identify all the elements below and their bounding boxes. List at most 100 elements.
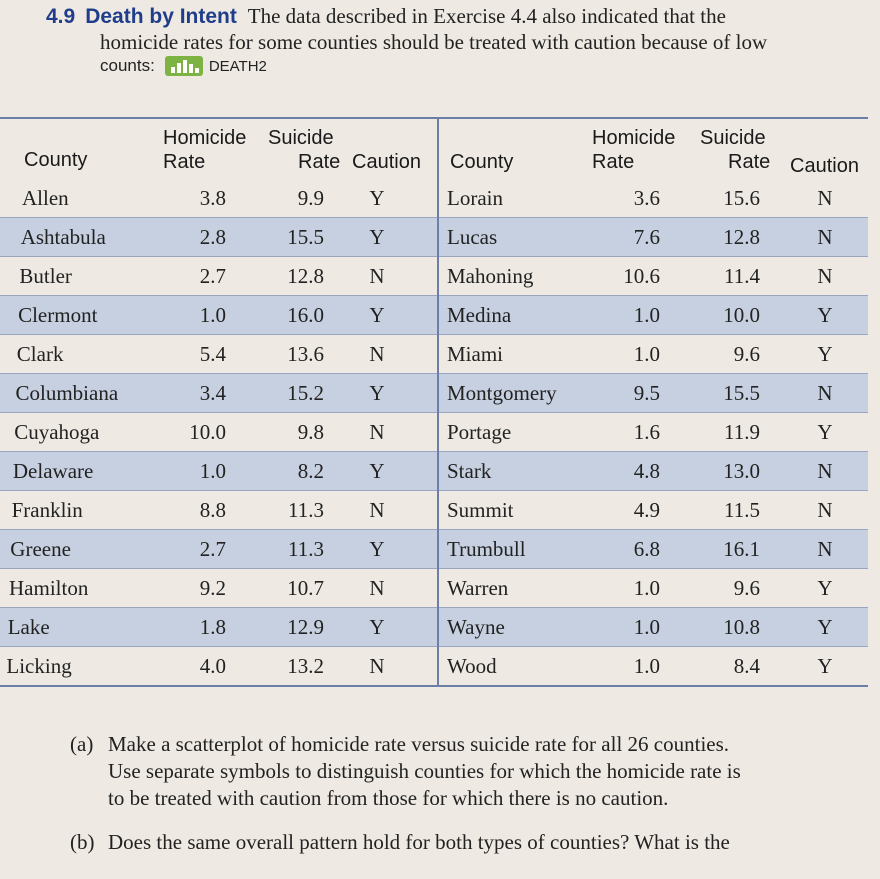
homicide-rate: 1.8 — [199, 615, 226, 639]
caution-flag: Y — [817, 420, 833, 444]
suicide-rate: 9.9 — [297, 186, 324, 210]
caution-flag: N — [817, 498, 833, 522]
table-row — [0, 530, 868, 569]
county-name: Trumbull — [447, 537, 526, 561]
suicide-rate: 9.8 — [297, 420, 324, 444]
header-homicide-top-right: Homicide — [592, 127, 676, 149]
homicide-rate: 2.8 — [199, 225, 226, 249]
table-bottom-rule — [0, 685, 868, 687]
homicide-rate: 3.4 — [199, 381, 226, 405]
table-row — [0, 374, 868, 413]
caution-flag: N — [817, 381, 833, 405]
header-caution-left: Caution — [352, 151, 421, 173]
question-a-line2: Use separate symbols to distinguish coun… — [108, 759, 741, 783]
homicide-rate: 1.0 — [199, 303, 226, 327]
homicide-rate: 7.6 — [633, 225, 660, 249]
caution-flag: N — [369, 420, 385, 444]
county-name: Portage — [447, 420, 512, 444]
problem-text-line2: homicide rates for some counties should … — [100, 30, 768, 54]
suicide-rate: 11.4 — [724, 264, 760, 288]
homicide-rate: 3.6 — [633, 186, 660, 210]
caution-flag: Y — [369, 615, 385, 639]
row-separator — [0, 373, 868, 374]
counts-label: counts: — [100, 56, 155, 75]
suicide-rate: 13.2 — [287, 654, 324, 678]
row-separator — [0, 295, 868, 296]
suicide-rate: 13.6 — [287, 342, 324, 366]
bar-chart-data-icon — [164, 56, 203, 76]
homicide-rate: 10.0 — [189, 420, 226, 444]
caution-flag: Y — [817, 303, 833, 327]
county-name: Wayne — [447, 615, 505, 639]
suicide-rate: 8.2 — [297, 459, 324, 483]
suicide-rate: 12.8 — [723, 225, 760, 249]
caution-flag: Y — [369, 225, 385, 249]
county-name: Lucas — [447, 225, 498, 249]
caution-flag: Y — [369, 381, 385, 405]
caution-flag: N — [817, 459, 833, 483]
header-county-left: County — [24, 149, 88, 171]
county-name: Wood — [447, 654, 497, 678]
suicide-rate: 11.9 — [724, 420, 760, 444]
suicide-rate: 15.5 — [723, 381, 760, 405]
header-suicide-top-right: Suicide — [700, 127, 766, 149]
header-county-right: County — [450, 151, 514, 173]
question-a-line3: to be treated with caution from those fo… — [108, 786, 669, 810]
problem-title: Death by Intent — [85, 5, 237, 28]
caution-flag: N — [369, 498, 385, 522]
homicide-rate: 1.0 — [633, 342, 660, 366]
question-b-line1: Does the same overall pattern hold for b… — [108, 830, 730, 854]
caution-flag: Y — [817, 576, 833, 600]
suicide-rate: 9.6 — [733, 342, 760, 366]
county-name: Clark — [16, 342, 64, 366]
header-homicide-bottom-left: Rate — [163, 151, 206, 173]
county-name: Summit — [447, 498, 514, 522]
suicide-rate: 13.0 — [723, 459, 760, 483]
header-homicide-top-left: Homicide — [163, 127, 247, 149]
problem-header: 4.9 Death by Intent The data described in… — [46, 2, 866, 31]
homicide-rate: 1.0 — [633, 615, 660, 639]
row-separator — [0, 646, 868, 647]
caution-flag: N — [369, 654, 385, 678]
caution-flag: N — [817, 537, 833, 561]
county-rates-table: Allen 3.8 9.9 Y Lorain 3.6 15.6 N Ashtabula 2.8 15… — [0, 117, 868, 687]
table-row — [0, 452, 868, 491]
counts-line: counts: DEATH2 — [100, 56, 267, 76]
homicide-rate: 2.7 — [199, 264, 226, 288]
table-row — [0, 608, 868, 647]
caution-flag: Y — [369, 459, 385, 483]
row-separator — [0, 568, 868, 569]
row-separator — [0, 334, 868, 335]
header-suicide-bottom-right: Rate — [728, 151, 771, 173]
caution-flag: Y — [369, 303, 385, 327]
county-name: Warren — [447, 576, 509, 600]
homicide-rate: 3.8 — [199, 186, 226, 210]
homicide-rate: 9.5 — [633, 381, 660, 405]
header-suicide-top-left: Suicide — [268, 127, 334, 149]
homicide-rate: 2.7 — [199, 537, 226, 561]
county-name: Montgomery — [447, 381, 557, 405]
homicide-rate: 4.8 — [633, 459, 660, 483]
caution-flag: Y — [817, 615, 833, 639]
homicide-rate: 4.0 — [199, 654, 226, 678]
suicide-rate: 15.6 — [723, 186, 760, 210]
suicide-rate: 11.3 — [288, 537, 324, 561]
suicide-rate: 11.5 — [724, 498, 760, 522]
county-name: Mahoning — [447, 264, 534, 288]
county-name: Licking — [6, 654, 72, 678]
county-name: Clermont — [18, 303, 98, 327]
question-b-label: (b) — [70, 830, 95, 854]
caution-flag: N — [817, 264, 833, 288]
county-name: Allen — [22, 186, 69, 210]
table-top-rule — [0, 117, 868, 119]
caution-flag: N — [369, 264, 385, 288]
county-name: Hamilton — [9, 576, 89, 600]
county-name: Butler — [19, 264, 72, 288]
county-name: Columbiana — [15, 381, 119, 405]
row-separator — [0, 451, 868, 452]
county-name: Miami — [447, 342, 503, 366]
homicide-rate: 8.8 — [199, 498, 226, 522]
county-name: Ashtabula — [20, 225, 106, 249]
dataset-name: DEATH2 — [208, 57, 267, 75]
